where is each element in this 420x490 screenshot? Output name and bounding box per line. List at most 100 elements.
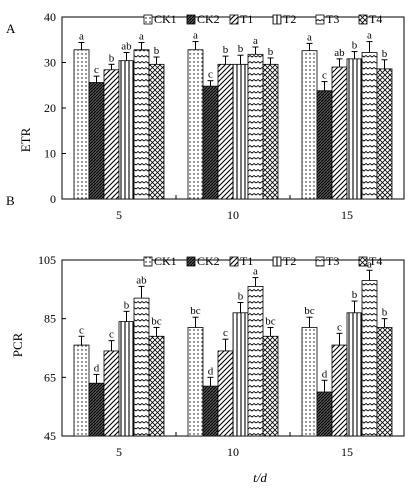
legend-swatch xyxy=(358,14,368,25)
legend-item-t3: T3 xyxy=(315,254,339,268)
legend-label: CK1 xyxy=(154,12,177,26)
legend-item-ck1: CK1 xyxy=(143,254,177,268)
bar-t2-10 xyxy=(232,63,249,200)
x-tick-label: 15 xyxy=(341,445,353,459)
y-tick-label: 20 xyxy=(44,101,56,115)
significance-letter: c xyxy=(94,64,99,76)
panel-label: A xyxy=(6,21,16,36)
bar-t1-15 xyxy=(331,66,348,200)
legend-swatch xyxy=(272,14,282,25)
bar-ck1-15 xyxy=(301,327,318,437)
significance-letter: d xyxy=(208,365,214,377)
significance-letter: b xyxy=(238,291,244,303)
bar-t2-5 xyxy=(118,60,135,200)
y-tick-label: 30 xyxy=(44,56,56,70)
bar-t2-15 xyxy=(346,58,363,200)
bar-t3-10 xyxy=(247,285,264,437)
y-tick-label: 45 xyxy=(44,429,56,443)
bar-t3-5 xyxy=(133,49,150,200)
y-axis: 0 10 20 30 40 xyxy=(44,10,66,206)
bars: c bc bc d d d c c c b b b ab a a bc bc b xyxy=(73,258,393,437)
bar-t3-15 xyxy=(361,52,378,200)
significance-letter: d xyxy=(94,362,100,374)
significance-letter: bc xyxy=(151,315,162,327)
bar-t1-10 xyxy=(217,350,234,437)
legend-swatch xyxy=(143,256,153,267)
legend-label: T2 xyxy=(283,254,296,268)
bar-ck1-10 xyxy=(187,327,204,437)
significance-letter: a xyxy=(193,30,198,42)
significance-letter: b xyxy=(268,46,274,58)
legend-label: T4 xyxy=(369,12,382,26)
legend-swatch xyxy=(229,14,239,25)
significance-letter: b xyxy=(238,43,244,55)
legend: CK1 CK2 T1 T2 T3 T4 xyxy=(143,254,382,268)
legend-label: T3 xyxy=(326,12,339,26)
bar-t3-15 xyxy=(361,280,378,437)
bar-t2-10 xyxy=(232,312,249,437)
legend-label: CK2 xyxy=(197,12,220,26)
y-tick-label: 65 xyxy=(44,370,56,384)
bar-t1-15 xyxy=(331,344,348,437)
legend-label: CK2 xyxy=(197,254,220,268)
significance-letter: a xyxy=(139,30,144,42)
significance-letter: c xyxy=(223,327,228,339)
significance-letter: c xyxy=(79,324,84,336)
legend-label: T2 xyxy=(283,12,296,26)
y-axis-label: PCR xyxy=(10,332,25,357)
significance-letter: a xyxy=(367,258,372,270)
significance-letter: b xyxy=(382,307,388,319)
legend-label: T3 xyxy=(326,254,339,268)
legend-item-t3: T3 xyxy=(315,12,339,26)
bar-ck1-15 xyxy=(301,50,318,200)
significance-letter: c xyxy=(337,321,342,333)
significance-letter: b xyxy=(223,44,229,56)
significance-letter: a xyxy=(253,35,258,47)
y-tick-label: 0 xyxy=(50,192,56,206)
legend-item-ck1: CK1 xyxy=(143,12,177,26)
bar-ck2-5 xyxy=(88,382,105,437)
bar-ck2-10 xyxy=(202,85,219,200)
legend-label: T1 xyxy=(240,12,253,26)
legend-item-ck2: CK2 xyxy=(186,254,220,268)
legend-label: T1 xyxy=(240,254,253,268)
panel-label: B xyxy=(6,193,15,208)
y-tick-label: 10 xyxy=(44,147,56,161)
significance-letter: a xyxy=(79,30,84,42)
significance-letter: b xyxy=(352,40,358,52)
bar-t4-10 xyxy=(262,335,279,437)
legend-swatch xyxy=(186,14,196,25)
legend-item-t1: T1 xyxy=(229,254,253,268)
significance-letter: a xyxy=(307,31,312,43)
x-axis: 5 10 15 xyxy=(116,195,353,222)
bar-t1-10 xyxy=(217,63,234,200)
significance-letter: bc xyxy=(265,315,276,327)
bar-ck1-10 xyxy=(187,49,204,200)
significance-letter: b xyxy=(124,299,130,311)
significance-letter: b xyxy=(154,45,160,57)
bar-t4-15 xyxy=(376,68,393,200)
legend-item-t1: T1 xyxy=(229,12,253,26)
significance-letter: b xyxy=(352,289,358,301)
legend-swatch xyxy=(315,256,325,267)
bar-t4-15 xyxy=(376,327,393,437)
x-axis-label: t/d xyxy=(253,470,267,485)
x-tick-label: 15 xyxy=(341,208,353,222)
bar-t1-5 xyxy=(103,350,120,437)
legend-swatch xyxy=(143,14,153,25)
significance-letter: bc xyxy=(304,305,315,317)
bar-t3-10 xyxy=(247,53,264,200)
significance-letter: a xyxy=(367,30,372,42)
x-tick-label: 5 xyxy=(116,445,122,459)
legend-swatch xyxy=(315,14,325,25)
significance-letter: b xyxy=(109,52,115,64)
significance-letter: c xyxy=(208,69,213,81)
bar-ck1-5 xyxy=(73,344,90,437)
y-axis: 45 65 85 105 xyxy=(38,253,66,443)
bar-ck2-10 xyxy=(202,385,219,437)
significance-letter: a xyxy=(253,266,258,278)
